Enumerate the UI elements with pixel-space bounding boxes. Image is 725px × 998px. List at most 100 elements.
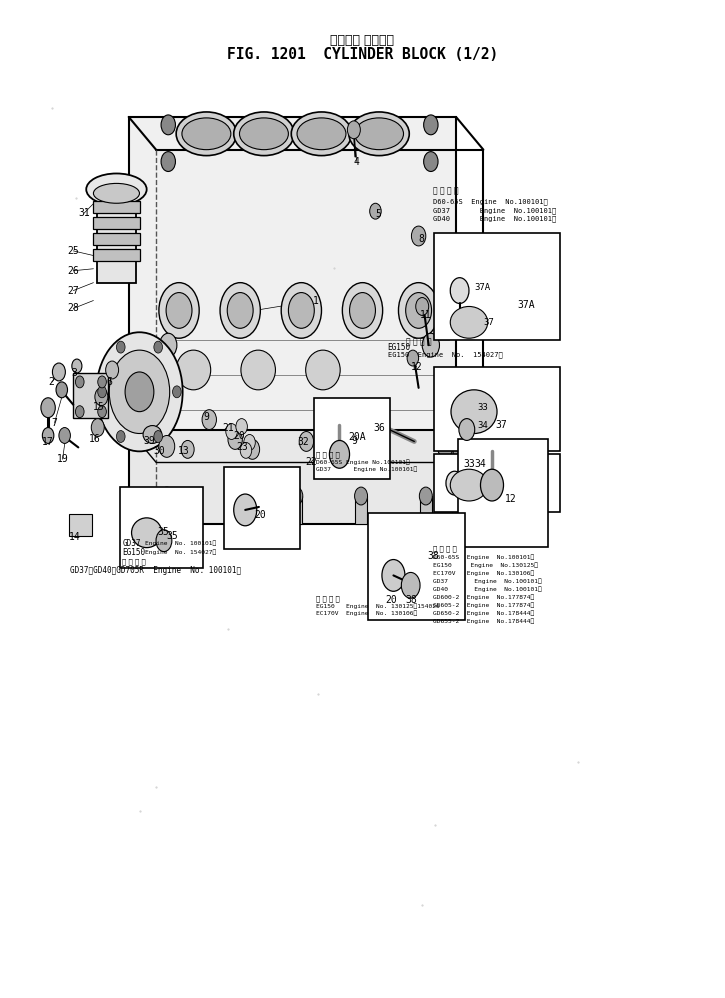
Text: 38: 38 [406, 595, 418, 605]
Circle shape [56, 382, 67, 398]
Text: GD40       Engine  No.100101～: GD40 Engine No.100101～ [433, 216, 556, 223]
Circle shape [41, 398, 55, 417]
Bar [434, 233, 560, 340]
Text: 15: 15 [93, 402, 104, 412]
Circle shape [160, 333, 177, 357]
Circle shape [98, 376, 107, 388]
Text: 20: 20 [233, 431, 244, 441]
Circle shape [233, 494, 257, 526]
Circle shape [96, 332, 183, 451]
Circle shape [166, 292, 192, 328]
Circle shape [156, 530, 172, 552]
Text: GD600-2  Engine  No.177874～: GD600-2 Engine No.177874～ [433, 595, 534, 600]
Circle shape [411, 227, 426, 246]
Ellipse shape [451, 390, 497, 433]
Text: 22: 22 [304, 457, 317, 467]
Ellipse shape [182, 118, 231, 150]
Circle shape [244, 434, 255, 450]
Ellipse shape [297, 118, 346, 150]
Text: Engine  No. 154027～: Engine No. 154027～ [144, 550, 216, 556]
Bar [93, 218, 140, 230]
Circle shape [422, 333, 439, 357]
Circle shape [161, 115, 175, 135]
Circle shape [446, 471, 463, 495]
Circle shape [419, 487, 432, 505]
Text: EG150  Engine  No.  154027～: EG150 Engine No. 154027～ [388, 351, 502, 358]
Text: 12: 12 [505, 494, 517, 504]
Circle shape [355, 487, 368, 505]
Text: GD40       Engine  No.100101～: GD40 Engine No.100101～ [433, 587, 542, 592]
Text: GD37・GD40・GD705R  Engine  No. 100101～: GD37・GD40・GD705R Engine No. 100101～ [70, 566, 241, 575]
Text: シリンダ ブロック: シリンダ ブロック [331, 34, 394, 47]
Text: 33: 33 [463, 459, 475, 469]
Bar [452, 496, 464, 524]
Bar [434, 454, 560, 512]
Circle shape [452, 487, 465, 505]
Text: EC170V   Engine  No.130106～: EC170V Engine No.130106～ [433, 571, 534, 576]
Circle shape [95, 388, 108, 406]
Text: GD605-2  Engine  No.177874～: GD605-2 Engine No.177874～ [433, 603, 534, 608]
Text: 14: 14 [69, 532, 80, 542]
Text: 適 用 号 機: 適 用 号 機 [433, 187, 459, 196]
Bar [434, 367, 560, 451]
Circle shape [347, 121, 360, 139]
Ellipse shape [86, 174, 146, 206]
Circle shape [181, 440, 194, 458]
Text: GD655-2  Engine  No.178444～: GD655-2 Engine No.178444～ [433, 619, 534, 624]
Text: 20: 20 [254, 510, 266, 520]
Circle shape [236, 418, 247, 434]
Circle shape [117, 430, 125, 442]
Circle shape [125, 372, 154, 411]
Ellipse shape [136, 499, 165, 525]
Text: 32: 32 [298, 437, 310, 447]
Circle shape [159, 282, 199, 338]
Circle shape [299, 431, 314, 451]
Text: D60-65S  Engine  No.100101～: D60-65S Engine No.100101～ [433, 198, 548, 205]
Bar [69, 514, 92, 536]
Text: 11: 11 [420, 310, 431, 320]
Circle shape [349, 292, 376, 328]
Text: EG150: EG150 [388, 342, 411, 351]
Text: 34: 34 [474, 459, 486, 469]
Text: 16: 16 [89, 434, 101, 444]
Circle shape [42, 427, 54, 443]
Ellipse shape [233, 112, 294, 156]
Text: GD37       Engine  No.100101～: GD37 Engine No.100101～ [433, 207, 556, 214]
Bar [458, 439, 548, 547]
Bar [224, 467, 300, 549]
Circle shape [423, 152, 438, 172]
Ellipse shape [176, 350, 211, 390]
Text: 適 用 号 機: 適 用 号 機 [315, 451, 339, 458]
Bar [368, 513, 465, 620]
Circle shape [240, 442, 252, 458]
Text: 3: 3 [72, 368, 78, 378]
Circle shape [52, 363, 65, 381]
Bar [73, 373, 108, 417]
Ellipse shape [355, 118, 404, 150]
Circle shape [289, 292, 315, 328]
Circle shape [173, 386, 181, 398]
Circle shape [437, 435, 453, 457]
Text: 34: 34 [478, 421, 489, 430]
Text: D60-65S  Engine  No.100101～: D60-65S Engine No.100101～ [433, 555, 534, 560]
Circle shape [154, 430, 162, 442]
Text: 5: 5 [376, 210, 381, 220]
Bar [161, 496, 173, 524]
Circle shape [453, 443, 466, 461]
Circle shape [459, 418, 475, 440]
Circle shape [106, 361, 119, 379]
Ellipse shape [291, 112, 352, 156]
Ellipse shape [239, 118, 289, 150]
Circle shape [109, 350, 170, 433]
Circle shape [402, 573, 420, 598]
Text: 9: 9 [204, 411, 210, 421]
Bar [315, 398, 390, 479]
Bar [93, 249, 140, 260]
Ellipse shape [94, 184, 139, 204]
Circle shape [228, 429, 242, 449]
Circle shape [75, 376, 84, 388]
Circle shape [245, 439, 260, 459]
Circle shape [370, 204, 381, 220]
Circle shape [406, 292, 431, 328]
Text: 26: 26 [67, 265, 79, 275]
